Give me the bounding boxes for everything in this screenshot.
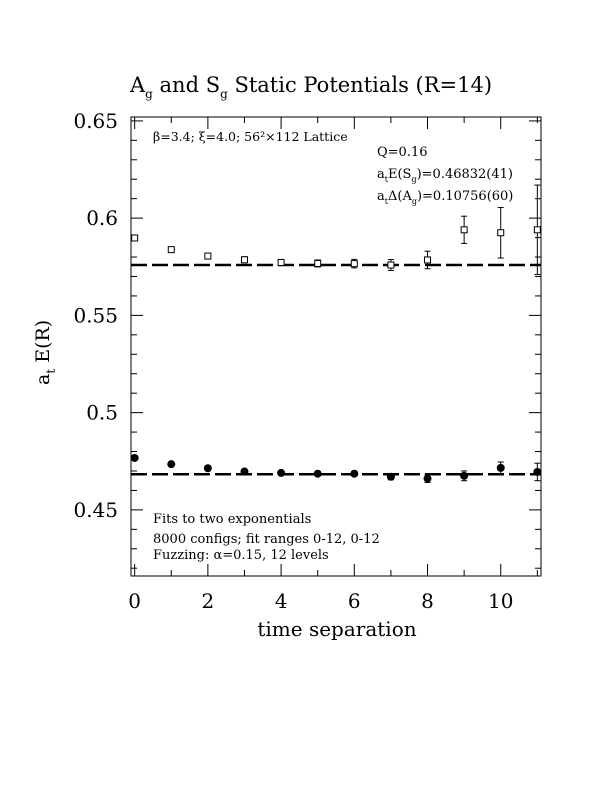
gap-annotation: atΔ(Ag)=0.10756(60) (377, 189, 513, 206)
x-tick-label: 8 (421, 589, 434, 613)
y-tick-label: 0.55 (73, 303, 118, 327)
fit-note-2: 8000 configs; fit ranges 0-12, 0-12 (153, 532, 380, 547)
data-point-circle (350, 469, 359, 478)
data-point-square (387, 261, 395, 269)
data-point-circle (386, 472, 395, 481)
data-point-square (131, 234, 139, 242)
y-tick-label: 0.6 (86, 206, 118, 230)
data-point-circle (167, 460, 176, 469)
data-point-circle (203, 464, 212, 473)
axis-ticks (131, 117, 541, 576)
data-series (130, 184, 542, 483)
x-axis-label: time separation (257, 617, 416, 641)
data-point-square (240, 256, 248, 264)
y-tick-label: 0.65 (73, 109, 118, 133)
data-point-square (497, 229, 505, 237)
data-point-square (314, 259, 322, 267)
data-point-square (204, 252, 212, 260)
x-tick-labels: 0 2 4 6 8 10 (128, 589, 513, 613)
data-point-circle (277, 468, 286, 477)
data-point-circle (496, 463, 505, 472)
fit-note-3: Fuzzing: α=0.15, 12 levels (153, 548, 329, 563)
data-point-circle (130, 453, 139, 462)
chart-title: Ag and Sg Static Potentials (R=14) (129, 73, 492, 101)
x-tick-label: 10 (488, 589, 513, 613)
data-point-square (424, 256, 432, 264)
plot-frame (130, 116, 542, 577)
fit-lines (131, 263, 541, 476)
data-point-square (533, 226, 541, 234)
data-point-square (350, 260, 358, 268)
fit-note-1: Fits to two exponentials (153, 512, 311, 527)
x-tick-label: 2 (202, 589, 215, 613)
y-tick-label: 0.45 (73, 498, 118, 522)
data-point-square (460, 226, 468, 234)
lattice-annotation: β=3.4; ξ=4.0; 56²×112 Lattice (153, 129, 348, 144)
data-point-square (167, 246, 175, 254)
q-annotation: Q=0.16 (377, 145, 428, 160)
x-tick-label: 0 (128, 589, 141, 613)
data-point-circle (533, 467, 542, 476)
x-tick-label: 4 (275, 589, 288, 613)
data-point-circle (313, 469, 322, 478)
data-point-square (277, 258, 285, 266)
energy-annotation: atE(Sg)=0.46832(41) (377, 167, 513, 184)
data-point-circle (423, 474, 432, 483)
data-point-circle (240, 467, 249, 476)
data-point-circle (460, 471, 469, 480)
y-axis-label: at E(R) (32, 320, 58, 385)
y-tick-labels: 0.45 0.5 0.55 0.6 0.65 (73, 109, 118, 522)
x-tick-label: 6 (348, 589, 361, 613)
y-tick-label: 0.5 (86, 401, 118, 425)
